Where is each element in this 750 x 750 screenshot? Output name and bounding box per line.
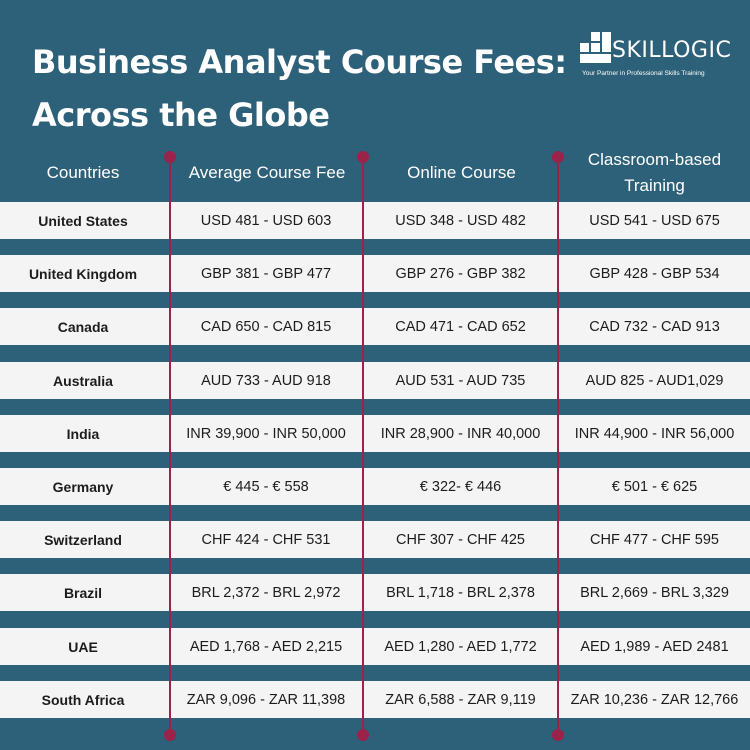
- average-fee-cell: CHF 424 - CHF 531: [201, 531, 331, 548]
- online-fee-cell: AUD 531 - AUD 735: [395, 372, 526, 389]
- average-fee-cell: AED 1,768 - AED 2,215: [189, 638, 343, 655]
- divider-dot: [164, 729, 176, 741]
- logo-name: SKILLOGIC: [612, 38, 732, 63]
- country-cell: Germany: [52, 478, 114, 495]
- average-fee-cell: ZAR 9,096 - ZAR 11,398: [186, 691, 346, 708]
- divider-dot: [357, 729, 369, 741]
- online-fee-cell: € 322- € 446: [419, 478, 502, 495]
- table-row: United Kingdom GBP 381 - GBP 477 GBP 276 -…: [0, 255, 750, 292]
- table-row: Germany € 445 - € 558 € 322- € 446 € 501 - …: [0, 468, 750, 505]
- table-row: Switzerland CHF 424 - CHF 531 CHF 307 - CH…: [0, 521, 750, 558]
- logo-squares-icon: [580, 32, 612, 66]
- average-fee-cell: AUD 733 - AUD 918: [201, 372, 331, 389]
- average-fee-cell: € 445 - € 558: [223, 478, 309, 495]
- country-cell: UAE: [68, 638, 98, 655]
- online-fee-cell: USD 348 - USD 482: [395, 212, 526, 229]
- table-row: Australia AUD 733 - AUD 918 AUD 531 - AUD …: [0, 362, 750, 399]
- online-fee-cell: CHF 307 - CHF 425: [396, 531, 525, 548]
- country-cell: Switzerland: [44, 531, 122, 548]
- column-divider: [362, 157, 364, 735]
- classroom-fee-cell: BRL 2,669 - BRL 3,329: [580, 584, 729, 601]
- country-cell: United Kingdom: [28, 265, 138, 282]
- average-fee-cell: CAD 650 - CAD 815: [200, 318, 332, 335]
- classroom-fee-cell: ZAR 10,236 - ZAR 12,766: [570, 691, 739, 708]
- classroom-fee-cell: INR 44,900 - INR 56,000: [574, 425, 735, 442]
- divider-dot: [552, 729, 564, 741]
- online-fee-cell: AED 1,280 - AED 1,772: [384, 638, 537, 655]
- header-online-course: Online Course: [407, 163, 516, 182]
- country-cell: India: [66, 425, 100, 442]
- page-title: Business Analyst Course Fees: Across the…: [32, 43, 567, 134]
- online-fee-cell: GBP 276 - GBP 382: [395, 265, 526, 282]
- classroom-fee-cell: € 501 - € 625: [611, 478, 698, 495]
- table-row: UAE AED 1,768 - AED 2,215 AED 1,280 - AED …: [0, 628, 750, 665]
- country-cell: United States: [38, 212, 128, 229]
- logo-tagline: Your Partner in Professional Skills Trai…: [582, 70, 705, 77]
- classroom-fee-cell: GBP 428 - GBP 534: [589, 265, 720, 282]
- classroom-fee-cell: CAD 732 - CAD 913: [589, 318, 720, 335]
- header-average-course-fee: Average Course Fee: [188, 163, 346, 182]
- divider-dot: [357, 151, 369, 163]
- online-fee-cell: INR 28,900 - INR 40,000: [380, 425, 541, 442]
- classroom-fee-cell: AUD 825 - AUD1,029: [585, 372, 724, 389]
- country-cell: Canada: [57, 318, 109, 335]
- divider-dot: [164, 151, 176, 163]
- classroom-fee-cell: AED 1,989 - AED 2481: [580, 638, 729, 655]
- average-fee-cell: GBP 381 - GBP 477: [200, 265, 332, 282]
- country-cell: South Africa: [41, 691, 125, 708]
- online-fee-cell: BRL 1,718 - BRL 2,378: [386, 584, 535, 601]
- column-divider: [169, 157, 171, 735]
- classroom-fee-cell: CHF 477 - CHF 595: [590, 531, 719, 548]
- average-fee-cell: BRL 2,372 - BRL 2,972: [191, 584, 341, 601]
- divider-dot: [552, 151, 564, 163]
- average-fee-cell: INR 39,900 - INR 50,000: [186, 425, 346, 442]
- country-cell: Australia: [53, 372, 113, 389]
- classroom-fee-cell: USD 541 - USD 675: [589, 212, 720, 229]
- table-row: Canada CAD 650 - CAD 815 CAD 471 - CAD 652…: [0, 308, 750, 345]
- skillogic-logo: SKILLOGIC Your Partner in Professional S…: [580, 32, 740, 82]
- table-row: Brazil BRL 2,372 - BRL 2,972 BRL 1,718 - B…: [0, 574, 750, 611]
- online-fee-cell: ZAR 6,588 - ZAR 9,119: [385, 691, 536, 708]
- table-row: South Africa ZAR 9,096 - ZAR 11,398 ZAR 6,…: [0, 681, 750, 718]
- table-row: India INR 39,900 - INR 50,000 INR 28,900 -…: [0, 415, 750, 452]
- online-fee-cell: CAD 471 - CAD 652: [395, 318, 526, 335]
- column-divider: [557, 157, 559, 735]
- table-row: United States USD 481 - USD 603 USD 348 - …: [0, 202, 750, 239]
- average-fee-cell: USD 481 - USD 603: [200, 212, 332, 229]
- header-countries: Countries: [46, 163, 120, 182]
- header-classroom-training: Classroom-based Training: [587, 150, 722, 195]
- country-cell: Brazil: [63, 584, 103, 601]
